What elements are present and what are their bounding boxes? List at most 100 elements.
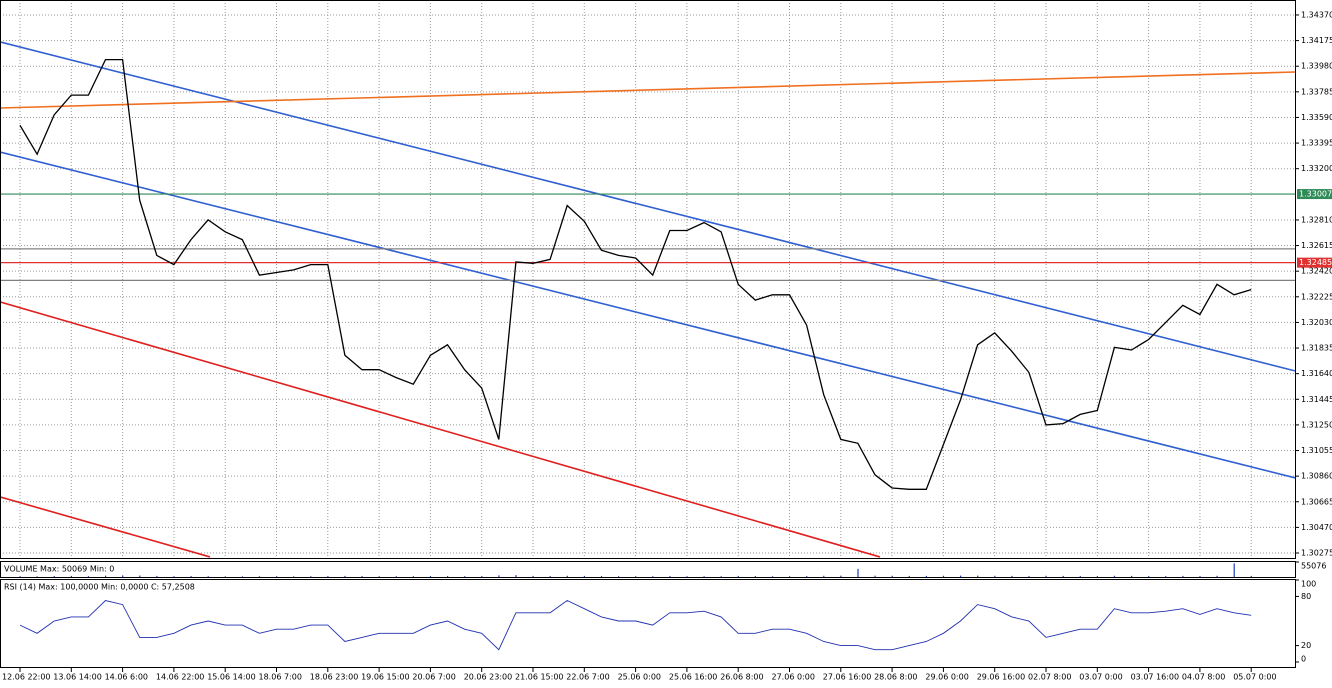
y-tick-label: 20 (1301, 641, 1311, 650)
x-tick-label: 19.06 15:00 (361, 673, 410, 682)
x-tick-label: 12.06 22:00 (2, 673, 51, 682)
volume-bar (87, 576, 90, 577)
volume-bar (1165, 576, 1167, 577)
volume-bar (874, 575, 876, 577)
volume-bar (1199, 576, 1201, 577)
trendline (0, 151, 1295, 479)
volume-bar (669, 576, 671, 577)
volume-bar (53, 576, 55, 577)
x-tick-label: 25.06 0:00 (618, 673, 661, 682)
y-tick-label: 80 (1301, 592, 1311, 601)
trendline (0, 41, 1295, 372)
y-tick-label: 100 (1301, 580, 1316, 589)
x-tick-label: 21.06 15:00 (515, 673, 564, 682)
volume-bar (960, 575, 962, 577)
volume-bar (1216, 575, 1218, 577)
y-tick-label: 55076 (1301, 562, 1326, 571)
volume-bar (703, 576, 705, 577)
price-level-label: 1.32485 (1299, 258, 1332, 267)
rsi-line (19, 599, 1252, 651)
x-tick-label: 04.07 8:00 (1182, 673, 1225, 682)
volume-bar (857, 568, 859, 577)
y-tick-label: 1.31640 (1301, 369, 1332, 378)
volume-bar (1113, 575, 1116, 577)
y-tick-label: 1.33395 (1301, 139, 1332, 148)
volume-bar (447, 576, 449, 577)
volume-bar (1250, 575, 1252, 577)
volume-bar (1233, 563, 1235, 577)
y-tick-label: 1.31055 (1301, 446, 1332, 455)
y-tick-label: 1.32810 (1301, 215, 1332, 224)
volume-bar (378, 576, 380, 577)
y-tick-label: 1.34370 (1301, 10, 1332, 19)
volume-pane-frame (0, 561, 1296, 578)
volume-label: VOLUME Max: 50069 Min: 0 (4, 565, 114, 574)
volume-bar (276, 576, 278, 577)
volume-bar (258, 576, 261, 577)
volume-bar (1131, 575, 1133, 577)
y-tick-label: 1.33980 (1301, 62, 1332, 71)
volume-bar (224, 576, 226, 577)
volume-bar (600, 576, 603, 577)
volume-bar (532, 575, 534, 577)
rsi-label: RSI (14) Max: 100,0000 Min: 0,0000 C: 57… (4, 583, 195, 592)
volume-bar (754, 576, 756, 577)
x-tick-label: 02.07 8:00 (1028, 673, 1071, 682)
x-tick-label: 27.06 16:00 (823, 673, 872, 682)
price-level-tag (1297, 189, 1332, 200)
y-tick-label: 1.32615 (1301, 241, 1332, 250)
volume-bar (173, 576, 175, 577)
volume-bar (549, 576, 551, 577)
y-tick-label: 1.30860 (1301, 472, 1332, 481)
price-pane-frame (0, 0, 1296, 559)
volume-bar (1182, 575, 1184, 577)
volume-bar (241, 576, 243, 577)
y-tick-label: 1.32030 (1301, 318, 1332, 327)
x-tick-label: 29.06 16:00 (977, 673, 1025, 682)
x-tick-label: 25.06 16:00 (669, 673, 718, 682)
y-tick-label: 1.30275 (1301, 549, 1332, 558)
volume-bar (122, 575, 124, 577)
x-tick-label: 14.06 22:00 (156, 673, 205, 682)
x-tick-label: 20.06 7:00 (412, 673, 455, 682)
volume-bar (1062, 575, 1064, 577)
volume-bar (190, 576, 192, 577)
volume-bar (925, 575, 927, 577)
volume-bar (412, 576, 414, 577)
price-level-tag (1297, 257, 1332, 268)
y-tick-label: 1.31445 (1301, 395, 1332, 404)
volume-bar (977, 575, 979, 577)
volume-bar (464, 576, 466, 577)
x-tick-label: 05.07 0:00 (1233, 673, 1276, 682)
price-line (19, 58, 1252, 490)
volume-bar (908, 575, 910, 577)
y-tick-label: 1.33590 (1301, 113, 1332, 122)
volume-bar (139, 575, 141, 577)
volume-bar (207, 576, 209, 577)
volume-bar (327, 576, 329, 577)
volume-bar (771, 576, 774, 577)
x-tick-label: 18.06 23:00 (310, 673, 359, 682)
volume-bar (1045, 575, 1047, 577)
x-tick-label: 26.06 8:00 (720, 673, 763, 682)
trendline (0, 71, 1295, 109)
volume-bar (429, 576, 432, 577)
y-tick-label: 1.33200 (1301, 164, 1332, 173)
trendline (0, 301, 881, 558)
y-tick-label: 1.32420 (1301, 267, 1332, 276)
x-tick-label: 20.06 23:00 (464, 673, 513, 682)
volume-bar (942, 575, 945, 577)
y-tick-label: 1.34175 (1301, 36, 1332, 45)
x-tick-label: 28.06 8:00 (874, 673, 917, 682)
y-tick-label: 1.31250 (1301, 420, 1332, 429)
volume-bar (105, 575, 107, 577)
x-tick-label: 18.06 7:00 (259, 673, 302, 682)
volume-bar (566, 575, 568, 577)
y-tick-label: 1.30470 (1301, 523, 1332, 532)
volume-bar (789, 576, 791, 577)
x-tick-label: 03.07 16:00 (1131, 673, 1180, 682)
y-tick-label: 1.32225 (1301, 292, 1332, 301)
x-tick-label: 14.06 6:00 (105, 673, 148, 682)
y-tick-label: 1.30665 (1301, 497, 1332, 506)
